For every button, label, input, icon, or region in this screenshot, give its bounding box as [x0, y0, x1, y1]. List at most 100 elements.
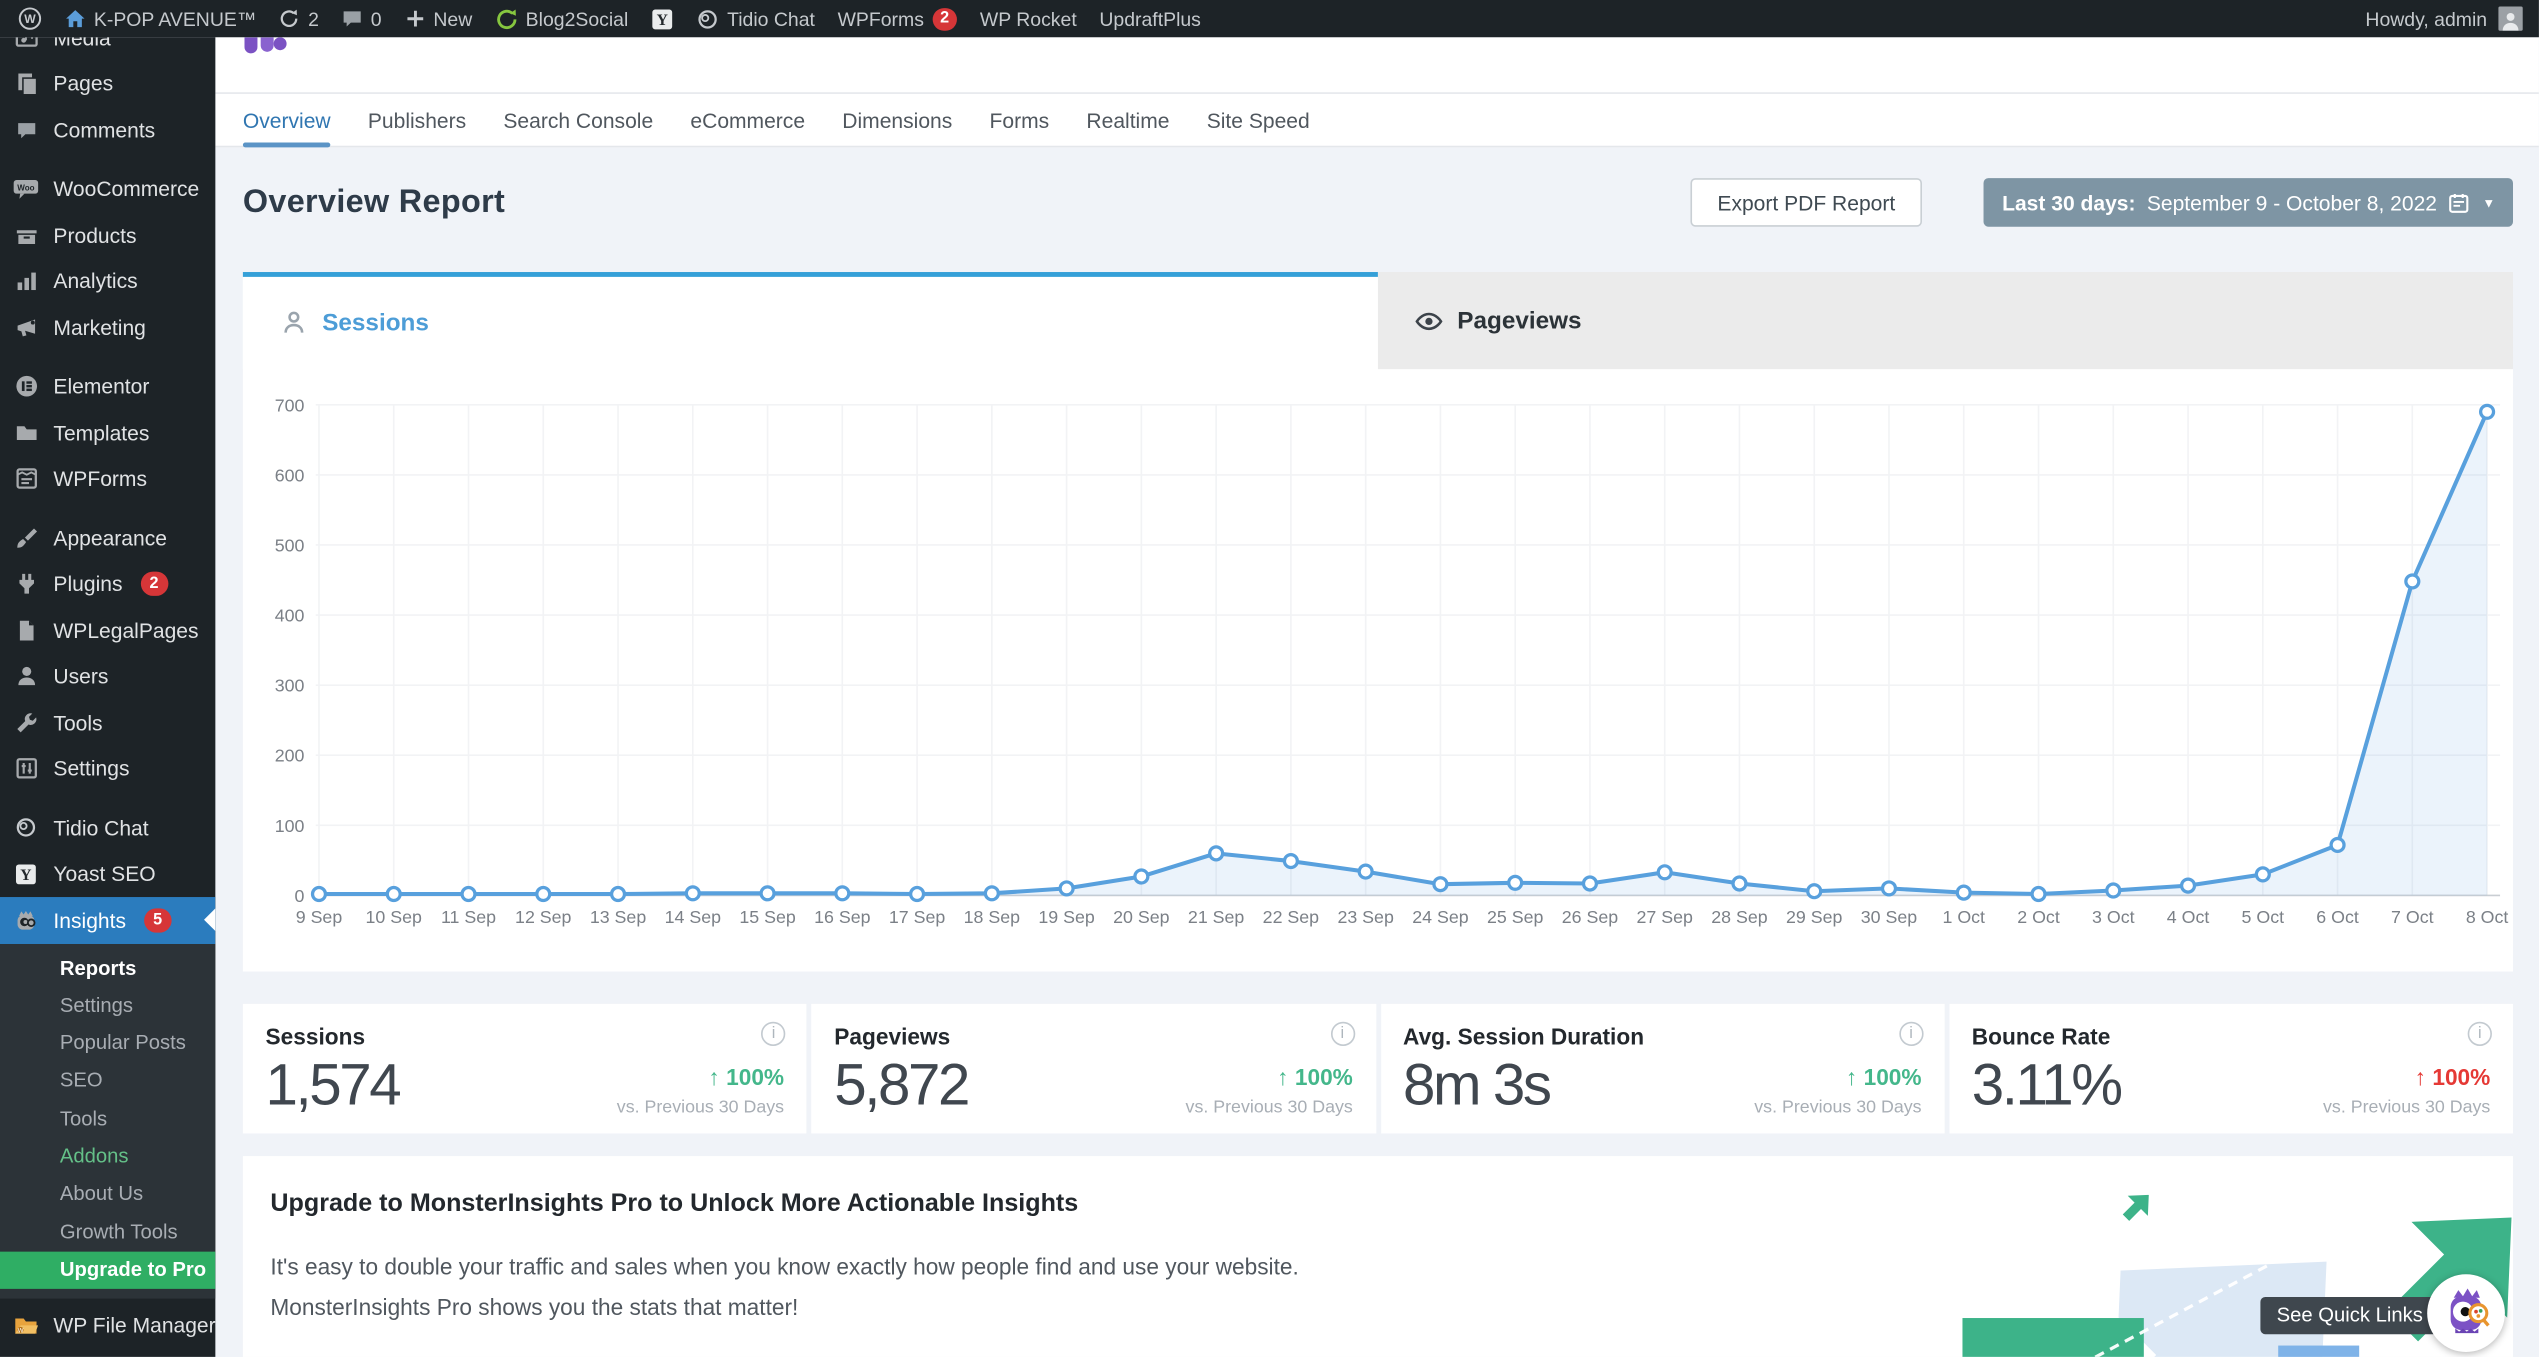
sidebar-item-marketing[interactable]: Marketing	[0, 304, 215, 350]
stat-note: vs. Previous 30 Days	[2323, 1097, 2491, 1118]
svg-text:1 Oct: 1 Oct	[1942, 907, 1985, 927]
svg-text:3 Oct: 3 Oct	[2092, 907, 2135, 927]
stat-value: 1,574	[265, 1050, 402, 1118]
sidebar-item-woocommerce[interactable]: Woo WooCommerce	[0, 166, 215, 212]
tab-pageviews[interactable]: Pageviews	[1377, 272, 2513, 370]
monsterinsights-logo-partial	[244, 37, 287, 54]
svg-text:18 Sep: 18 Sep	[964, 907, 1021, 927]
svg-text:12 Sep: 12 Sep	[515, 907, 572, 927]
info-icon[interactable]: i	[1898, 1021, 1924, 1047]
adminbar-comments[interactable]: 0	[330, 0, 393, 37]
page-title: Overview Report	[242, 183, 506, 220]
sidebar-item-users[interactable]: Users	[0, 653, 215, 699]
export-pdf-button[interactable]: Export PDF Report	[1689, 178, 1923, 227]
adminbar-wp-rocket[interactable]: WP Rocket	[979, 7, 1077, 30]
sidebar-item-wpforms[interactable]: WPForms	[0, 456, 215, 502]
submenu-item-reports[interactable]: Reports	[59, 956, 137, 979]
report-tabs: Overview Publishers Search Console eCommerc…	[215, 93, 2539, 148]
svg-text:14 Sep: 14 Sep	[665, 907, 722, 927]
submenu-item-addons[interactable]: Addons	[59, 1144, 129, 1168]
stat-value: 3.11%	[1971, 1050, 2123, 1118]
svg-text:300: 300	[275, 676, 305, 696]
tab-publishers[interactable]: Publishers	[367, 107, 467, 132]
stat-card-sessions: Sessions i 1,574 ↑ 100% vs. Previous 30 Days	[242, 1003, 807, 1134]
tab-overview[interactable]: Overview	[242, 93, 331, 147]
eye-icon	[1415, 311, 1443, 330]
sidebar-item-wp-file-manager[interactable]: W WP File Manager	[0, 1302, 215, 1348]
submenu-item-upgrade-to-pro[interactable]: Upgrade to Pro	[0, 1251, 216, 1290]
folder-icon	[13, 421, 39, 445]
yoast-icon: Y	[13, 863, 39, 886]
info-icon[interactable]: i	[1330, 1021, 1355, 1047]
menu-separator	[0, 351, 215, 364]
blog2social-icon	[495, 7, 518, 30]
sidebar-item-plugins[interactable]: Plugins 2	[0, 561, 215, 607]
sidebar-item-templates[interactable]: Templates	[0, 410, 215, 456]
stat-delta: ↑ 100%	[1277, 1063, 1353, 1090]
svg-text:Y: Y	[20, 867, 31, 884]
svg-text:100: 100	[275, 816, 305, 836]
woo-icon: Woo	[13, 177, 39, 201]
calendar-icon	[2449, 193, 2469, 213]
submenu-item-growth-tools[interactable]: Growth Tools	[59, 1220, 178, 1243]
tab-dimensions[interactable]: Dimensions	[842, 107, 953, 132]
adminbar-account[interactable]: Howdy, admin	[2365, 6, 2532, 31]
adminbar-tidio-chat[interactable]: Tidio Chat	[685, 0, 826, 37]
person-icon	[284, 311, 304, 333]
sidebar-item-appearance[interactable]: Appearance	[0, 515, 215, 561]
stat-card-avg-session-duration: Avg. Session Duration i 8m 3s ↑ 100% vs. Pre…	[1380, 1003, 1945, 1134]
adminbar-updraftplus[interactable]: UpdraftPlus	[1099, 7, 1201, 30]
svg-text:19 Sep: 19 Sep	[1038, 907, 1095, 927]
sidebar-item-wplegalpages[interactable]: WPLegalPages	[0, 607, 215, 653]
menu-separator	[0, 153, 215, 166]
sidebar-item-products[interactable]: Products	[0, 212, 215, 258]
adminbar-wordpress-logo[interactable]: W	[6, 0, 53, 37]
adminbar-site-name[interactable]: K-POP AVENUE™	[53, 0, 267, 37]
sidebar-item-comments[interactable]: Comments	[0, 107, 215, 153]
sidebar-item-pages[interactable]: Pages	[0, 61, 215, 107]
quick-links-mascot-button[interactable]	[2427, 1274, 2505, 1353]
sidebar-item-yoast-seo[interactable]: Y Yoast SEO	[0, 851, 215, 897]
stat-label: Pageviews	[834, 1023, 951, 1050]
comments-icon	[342, 8, 363, 29]
adminbar-yoast[interactable]: Y	[640, 0, 685, 37]
tab-realtime[interactable]: Realtime	[1086, 107, 1170, 132]
submenu-item-settings[interactable]: Settings	[59, 993, 134, 1017]
info-icon[interactable]: i	[761, 1021, 786, 1047]
sidebar-item-media[interactable]: Media	[0, 37, 215, 60]
sidebar-item-tidio-chat[interactable]: Tidio Chat	[0, 805, 215, 851]
stat-note: vs. Previous 30 Days	[616, 1097, 785, 1118]
svg-text:23 Sep: 23 Sep	[1337, 907, 1394, 927]
svg-text:Y: Y	[657, 11, 668, 28]
tab-site-speed[interactable]: Site Speed	[1206, 107, 1310, 132]
sidebar-item-elementor[interactable]: Elementor	[0, 364, 215, 410]
brush-icon	[13, 526, 39, 550]
sidebar-item-settings[interactable]: Settings	[0, 746, 215, 792]
submenu-item-popular-posts[interactable]: Popular Posts	[59, 1031, 186, 1055]
tab-forms[interactable]: Forms	[989, 107, 1050, 132]
submenu-item-seo[interactable]: SEO	[59, 1069, 103, 1092]
submenu-item-about-us[interactable]: About Us	[59, 1182, 144, 1206]
sidebar-item-tools[interactable]: Tools	[0, 699, 215, 745]
adminbar-wpforms[interactable]: WPForms 2	[826, 0, 968, 37]
box-icon	[13, 223, 39, 247]
tab-ecommerce[interactable]: eCommerce	[690, 107, 806, 132]
tab-sessions[interactable]: Sessions	[242, 272, 1378, 370]
adminbar-updates[interactable]: 2	[268, 0, 331, 37]
info-icon[interactable]: i	[2467, 1021, 2492, 1047]
submenu-item-tools[interactable]: Tools	[59, 1107, 108, 1130]
svg-text:30 Sep: 30 Sep	[1861, 907, 1918, 927]
sidebar-item-analytics[interactable]: Analytics	[0, 258, 215, 304]
date-range-button[interactable]: Last 30 days: September 9 - October 8, 2…	[1984, 178, 2513, 227]
tab-search-console[interactable]: Search Console	[503, 107, 654, 132]
adminbar-blog2social[interactable]: Blog2Social	[484, 0, 640, 37]
sidebar-item-insights[interactable]: Insights 5	[0, 897, 216, 944]
growth-arrows-graphic	[1946, 1156, 2513, 1357]
comment-icon	[13, 119, 39, 140]
stat-card-bounce-rate: Bounce Rate i 3.11% ↑ 100% vs. Previous 30 D…	[1949, 1003, 2513, 1134]
traffic-chart-card: Sessions Pageviews 0 100 200 300 400 500 600 70…	[242, 272, 2513, 972]
stat-value: 5,872	[834, 1050, 970, 1118]
svg-text:9 Sep: 9 Sep	[296, 907, 343, 927]
adminbar-new-content[interactable]: New	[393, 0, 484, 37]
